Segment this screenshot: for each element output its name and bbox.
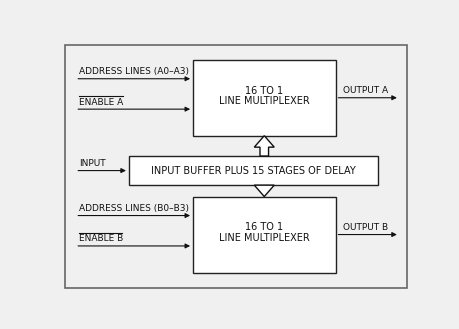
Polygon shape [254,136,274,156]
Bar [193,196,335,272]
Polygon shape [254,185,274,196]
Text: LINE MULTIPLEXER: LINE MULTIPLEXER [218,233,309,242]
Text: OUTPUT A: OUTPUT A [342,86,387,95]
Text: 16 TO 1: 16 TO 1 [245,86,283,96]
Bar [193,60,335,136]
Bar [129,156,377,185]
Text: INPUT: INPUT [79,160,105,168]
Text: LINE MULTIPLEXER: LINE MULTIPLEXER [218,96,309,106]
Text: 16 TO 1: 16 TO 1 [245,222,283,233]
Text: ENABLE B: ENABLE B [79,234,123,243]
Text: ADDRESS LINES (A0–A3): ADDRESS LINES (A0–A3) [79,67,189,76]
Text: ENABLE A: ENABLE A [79,98,123,107]
Text: OUTPUT B: OUTPUT B [342,223,387,232]
Text: INPUT BUFFER PLUS 15 STAGES OF DELAY: INPUT BUFFER PLUS 15 STAGES OF DELAY [151,165,355,176]
Text: ADDRESS LINES (B0–B3): ADDRESS LINES (B0–B3) [79,204,189,213]
